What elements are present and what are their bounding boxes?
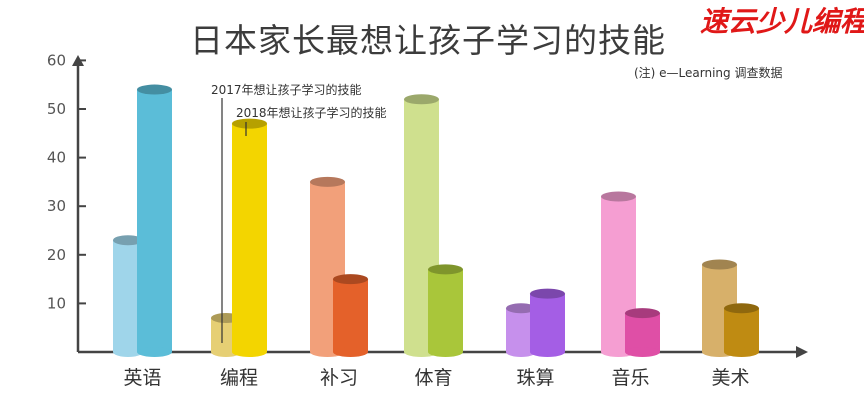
y-tick-label: 10 (47, 294, 66, 312)
bar-2018-base (137, 347, 172, 357)
y-tick-label: 30 (47, 197, 66, 215)
x-tick-label: 珠算 (516, 367, 554, 389)
x-tick-label: 编程 (220, 367, 258, 389)
bar-2017-base (113, 347, 143, 357)
chart-title: 日本家长最想让孩子学习的技能 (190, 21, 666, 60)
y-tick-label: 50 (47, 100, 66, 118)
bar-2018 (625, 313, 660, 352)
bar-2018-top (724, 303, 759, 314)
bar-2018 (137, 89, 172, 352)
x-tick-label: 音乐 (611, 367, 649, 389)
bar-2018-base (625, 347, 660, 357)
bar-2018-base (333, 347, 368, 357)
legend-label-2017: 2017年想让孩子学习的技能 (211, 82, 362, 97)
x-tick-label: 体育 (414, 367, 452, 389)
bar-2017-top (702, 259, 737, 270)
x-tick-label: 美术 (711, 367, 749, 389)
bar-2018-top (428, 264, 463, 275)
bar-2018-top (137, 84, 172, 95)
y-tick-label: 40 (47, 149, 66, 167)
bar-2017-top (506, 303, 536, 314)
bar-2017-top (113, 235, 143, 246)
bar-2018-base (428, 347, 463, 357)
bar-2018-top (530, 288, 565, 299)
bar-2017-top (404, 94, 439, 105)
bar-2018 (724, 308, 759, 352)
y-tick-label: 60 (47, 51, 66, 69)
bar-2018-top (625, 308, 660, 319)
bar-2017-base (506, 347, 536, 357)
bar-2018-base (724, 347, 759, 357)
x-axis-arrow (796, 346, 808, 358)
legend-label-2018: 2018年想让孩子学习的技能 (236, 105, 387, 120)
bar-2017-top (310, 176, 345, 187)
bar-2018-base (530, 347, 565, 357)
bar-2018 (333, 279, 368, 352)
bar-2018 (232, 123, 267, 352)
bar-2017-top (601, 191, 636, 202)
data-source-note: (注) e—Learning 调查数据 (634, 66, 783, 80)
bar-2018-top (333, 274, 368, 285)
bar-2018-top (232, 118, 267, 129)
y-tick-label: 20 (47, 246, 66, 264)
bar-2018-base (232, 347, 267, 357)
brand-logo: 速云少儿编程 (700, 5, 864, 38)
bar-2018 (428, 269, 463, 352)
bar-2018 (530, 293, 565, 352)
x-tick-label: 补习 (320, 367, 358, 389)
x-tick-label: 英语 (123, 367, 161, 389)
